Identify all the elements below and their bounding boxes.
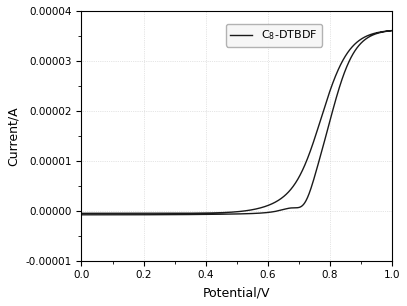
Legend: C$_8$-DTBDF: C$_8$-DTBDF (225, 24, 322, 47)
Y-axis label: Current/A: Current/A (7, 106, 20, 166)
X-axis label: Potential/V: Potential/V (203, 286, 270, 299)
